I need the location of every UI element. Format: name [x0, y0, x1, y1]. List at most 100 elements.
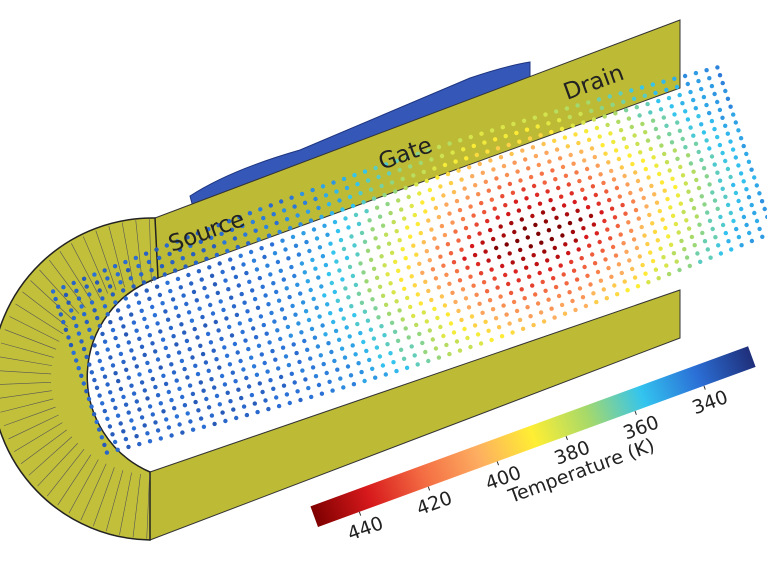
particle — [129, 384, 133, 388]
particle — [240, 292, 244, 296]
particle — [387, 242, 391, 246]
particle — [309, 218, 313, 222]
particle — [465, 336, 469, 340]
particle — [734, 227, 738, 231]
particle — [450, 150, 454, 154]
particle — [681, 210, 685, 214]
particle — [536, 232, 540, 236]
particle — [691, 134, 695, 138]
particle — [437, 285, 441, 289]
particle — [673, 185, 677, 189]
particle — [566, 251, 570, 255]
particle — [649, 147, 653, 151]
particle — [560, 127, 564, 131]
particle — [116, 308, 120, 312]
particle — [175, 378, 179, 382]
particle — [273, 251, 277, 255]
particle — [239, 396, 243, 400]
particle — [555, 147, 559, 151]
particle — [239, 254, 243, 258]
particle — [256, 306, 260, 310]
particle — [111, 398, 115, 402]
particle — [137, 407, 141, 411]
particle — [355, 182, 359, 186]
particle — [478, 162, 482, 166]
particle — [265, 264, 269, 268]
particle — [363, 169, 367, 173]
particle — [388, 211, 392, 215]
particle — [196, 408, 200, 412]
particle — [458, 208, 462, 212]
particle — [681, 173, 685, 177]
particle — [103, 268, 107, 272]
particle — [263, 361, 267, 365]
particle — [640, 263, 644, 267]
particle — [140, 309, 144, 313]
particle — [373, 166, 377, 170]
particle — [165, 281, 169, 285]
particle — [485, 289, 489, 293]
particle — [669, 243, 673, 247]
particle — [407, 265, 411, 269]
particle — [193, 327, 197, 331]
particle — [446, 242, 450, 246]
particle — [244, 376, 248, 380]
particle — [458, 278, 462, 282]
particle — [370, 367, 374, 371]
particle — [622, 137, 626, 141]
particle — [150, 305, 154, 309]
particle — [476, 192, 480, 196]
particle — [646, 138, 650, 142]
particle — [417, 262, 421, 266]
particle — [718, 215, 722, 219]
particle — [333, 290, 337, 294]
particle — [724, 231, 728, 235]
particle — [683, 74, 687, 78]
particle — [293, 380, 297, 384]
particle — [509, 221, 513, 225]
particle — [185, 375, 189, 379]
particle — [358, 261, 362, 265]
particle — [533, 116, 537, 120]
particle — [580, 256, 584, 260]
particle — [185, 339, 189, 343]
particle — [180, 359, 184, 363]
particle — [396, 339, 400, 343]
particle — [544, 151, 548, 155]
particle — [507, 143, 511, 147]
particle — [126, 268, 130, 272]
particle — [619, 232, 623, 236]
particle — [354, 213, 358, 217]
particle — [201, 389, 205, 393]
particle — [667, 96, 671, 100]
particle — [245, 309, 249, 313]
particle — [147, 260, 151, 264]
particle — [585, 167, 589, 171]
particle — [637, 113, 641, 117]
particle — [493, 207, 497, 211]
particle — [408, 235, 412, 239]
particle — [390, 321, 394, 325]
particle — [204, 360, 208, 364]
particle — [285, 392, 289, 396]
particle — [315, 306, 319, 310]
particle — [373, 306, 377, 310]
particle — [191, 252, 195, 256]
particle — [199, 416, 203, 420]
particle — [190, 355, 194, 359]
particle — [634, 208, 638, 212]
particle — [166, 318, 170, 322]
particle — [505, 242, 509, 246]
particle — [420, 341, 424, 345]
particle — [402, 357, 406, 361]
particle — [372, 267, 376, 271]
particle — [638, 150, 642, 154]
particle — [411, 173, 415, 177]
particle — [689, 198, 693, 202]
particle — [322, 362, 326, 366]
particle — [277, 404, 281, 408]
particle — [755, 183, 759, 187]
particle — [79, 304, 83, 308]
particle — [480, 240, 484, 244]
particle — [324, 193, 328, 197]
